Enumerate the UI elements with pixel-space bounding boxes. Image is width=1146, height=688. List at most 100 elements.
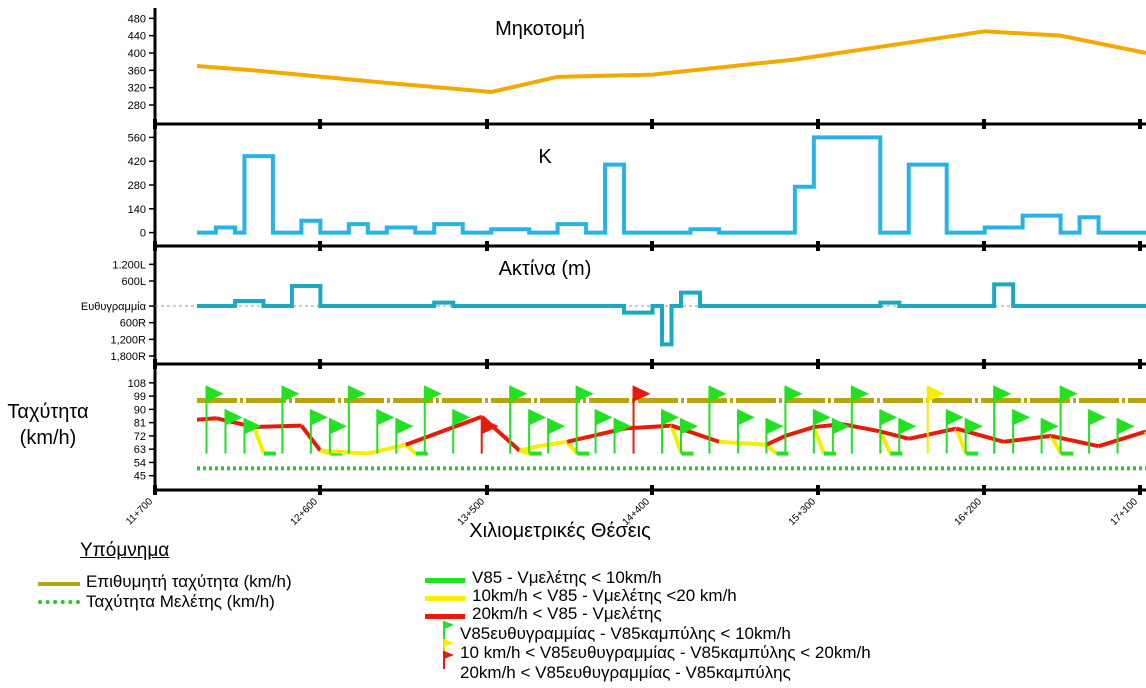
y-tick-label: 140 xyxy=(128,204,146,216)
speed-flag-icon xyxy=(1013,409,1031,426)
speed-flag-icon xyxy=(680,418,698,435)
y-tick-label: 480 xyxy=(128,13,146,25)
y-tick-label: 1,800R xyxy=(111,351,147,363)
speed-title-line1: Ταχύτητα xyxy=(7,401,88,423)
speed-flag-icon xyxy=(1060,385,1078,402)
y-tick-label: 1,200R xyxy=(111,334,147,346)
speed-flag-icon xyxy=(206,385,224,402)
speed-flag-icon xyxy=(576,385,594,402)
y-tick-label: 63 xyxy=(134,444,146,456)
legend: Υπόμνημα Επιθυμητή ταχύτητα (km/h) Ταχύτ… xyxy=(0,540,1146,688)
legend-swatch-green xyxy=(425,578,465,583)
speed-flag-icon xyxy=(481,418,499,435)
y-tick-label: 400 xyxy=(128,48,146,60)
y-tick-label: 600R xyxy=(120,318,146,330)
v85-drop-segment xyxy=(954,427,969,455)
radius-title: Ακτίνα (m) xyxy=(499,258,592,280)
speed-flag-icon xyxy=(282,385,300,402)
legend-swatch-design xyxy=(38,600,80,604)
x-tick-label: 16+200 xyxy=(953,496,985,528)
k-title: Κ xyxy=(538,146,552,168)
speed-flag-icon xyxy=(614,418,632,435)
y-tick-label: 99 xyxy=(134,391,146,403)
speed-flag-icon xyxy=(832,418,850,435)
y-tick-label: 0 xyxy=(140,228,146,240)
legend-item-flag-green: V85ευθυγραμμίας - V85καμπύλης < 10km/h xyxy=(460,624,791,643)
x-tick-label: 11+700 xyxy=(124,496,155,527)
v85-segment xyxy=(538,439,568,449)
legend-item-flag-yellow: 10 km/h < V85ευθυγραμμίας - V85καμπύλης … xyxy=(460,643,871,662)
v85-segment xyxy=(955,426,1005,444)
v85-segment xyxy=(320,448,368,456)
v85-segment xyxy=(718,439,767,447)
v85-drop-segment xyxy=(1049,434,1063,455)
v85-drop-segment xyxy=(765,443,778,456)
y-tick-label: 54 xyxy=(134,457,146,469)
speed-flag-icon xyxy=(548,418,566,435)
y-tick-label: 90 xyxy=(134,404,146,416)
speed-flag-icon xyxy=(813,409,831,426)
speed-flag-icon xyxy=(994,385,1012,402)
y-tick-label: 320 xyxy=(128,83,146,95)
legend-item-green: V85 - Vμελέτης < 10km/h xyxy=(472,568,662,587)
speed-flag-icon xyxy=(453,409,471,426)
v85-segment xyxy=(367,442,407,456)
y-tick-label: 440 xyxy=(128,31,146,43)
speed-flag-icon xyxy=(225,409,243,426)
legend-item-red: 20km/h < V85 - Vμελέτης xyxy=(472,604,662,623)
y-tick-label: 360 xyxy=(128,65,146,77)
speed-flag-icon xyxy=(424,385,442,402)
legend-flag-red-icon xyxy=(443,651,454,669)
v85-segment xyxy=(841,422,881,434)
legend-item-desired: Επιθυμητή ταχύτητα (km/h) xyxy=(86,572,292,591)
profile-title: Μηκοτομή xyxy=(495,18,585,40)
x-tick-label: 17+100 xyxy=(1109,496,1141,528)
speed-flag-icon xyxy=(965,418,983,435)
v85-segment xyxy=(670,423,720,444)
v85-segment xyxy=(765,434,787,447)
speed-flag-icon xyxy=(662,409,680,426)
x-axis-label: Χιλιομετρικές Θέσεις xyxy=(469,520,651,540)
speed-flag-icon xyxy=(348,385,366,402)
speed-flag-icon xyxy=(899,418,917,435)
v85-segment xyxy=(879,429,910,441)
profile-series-line xyxy=(196,29,1146,95)
speed-flag-icon xyxy=(737,409,755,426)
speed-flag-icon xyxy=(396,418,414,435)
v85-segment xyxy=(1097,429,1146,449)
speed-flag-icon xyxy=(244,418,262,435)
v85-segment xyxy=(1003,433,1052,444)
v85-segment xyxy=(405,414,483,447)
x-tick-label: 15+300 xyxy=(787,496,819,528)
speed-flag-icon xyxy=(1089,409,1107,426)
speed-flag-icon xyxy=(633,385,651,402)
speed-flag-icon xyxy=(310,409,328,426)
y-tick-label: 1.200L xyxy=(112,259,146,271)
y-tick-label: 45 xyxy=(134,471,146,483)
speed-flag-icon xyxy=(709,385,727,402)
y-tick-label: 72 xyxy=(134,431,146,443)
y-tick-label: 81 xyxy=(134,418,146,430)
v85-drop-segment xyxy=(565,440,579,455)
y-tick-label: 280 xyxy=(128,180,146,192)
legend-item-yellow: 10km/h < V85 - Vμελέτης <20 km/h xyxy=(472,586,737,605)
speed-flag-icon xyxy=(785,385,803,402)
v85-drop-segment xyxy=(811,426,826,455)
v85-drop-segment xyxy=(669,424,684,455)
v85-drop-segment xyxy=(878,430,893,455)
v85-segment xyxy=(623,423,672,431)
y-tick-label: 108 xyxy=(128,378,146,390)
speed-flag-icon xyxy=(766,418,784,435)
v85-segment xyxy=(1050,433,1099,449)
k-series-line xyxy=(197,135,1146,235)
speed-flag-icon xyxy=(851,385,869,402)
v85-segment xyxy=(908,426,957,441)
speed-title-line2: (km/h) xyxy=(20,427,77,449)
radius-series-line xyxy=(197,282,1146,347)
speed-flag-icon xyxy=(510,385,528,402)
speed-flag-icon xyxy=(946,409,964,426)
v85-drop-segment xyxy=(252,426,266,455)
legend-item-design: Ταχύτητα Μελέτης (km/h) xyxy=(86,592,275,611)
speed-flag-icon xyxy=(529,409,547,426)
speed-flag-icon xyxy=(1117,418,1135,435)
